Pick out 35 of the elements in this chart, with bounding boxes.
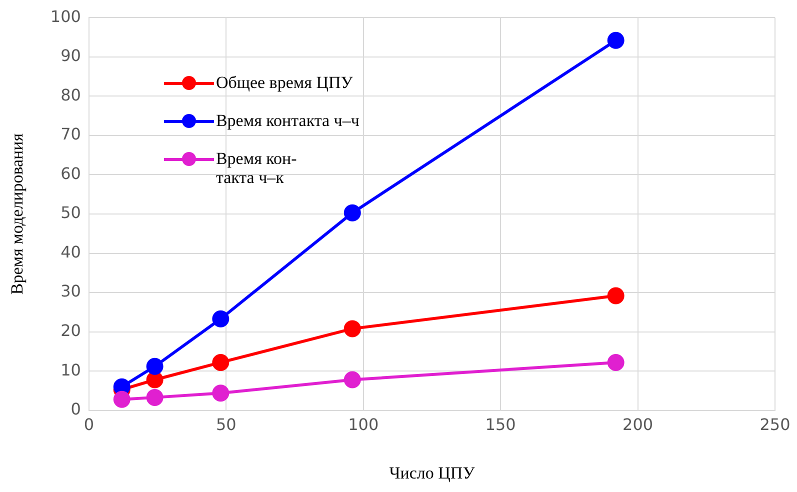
point	[607, 354, 624, 371]
legend-label: Время контакта ч–ч	[216, 110, 360, 130]
y-axis-title: Время моделирования	[8, 133, 27, 295]
point	[146, 358, 164, 375]
y-tick-label: 50	[60, 203, 81, 222]
point	[212, 310, 230, 328]
x-tick-label: 0	[84, 415, 94, 434]
y-tick-label: 10	[60, 360, 81, 380]
x-tick-label: 200	[622, 415, 654, 434]
y-tick-label: 80	[60, 85, 81, 104]
point	[607, 32, 624, 49]
point	[146, 371, 164, 388]
y-tick-label: 40	[60, 242, 81, 262]
x-tick-label: 100	[348, 415, 379, 434]
y-tick-label: 0	[70, 400, 81, 419]
point	[113, 390, 130, 408]
point	[344, 371, 361, 388]
x-axis-title: Число ЦПУ	[389, 463, 476, 482]
legend-label: Общее время ЦПУ	[216, 72, 353, 92]
point	[212, 354, 230, 371]
y-tick-label: 60	[60, 164, 81, 183]
x-tick-label: 150	[485, 415, 516, 434]
y-tick-label: 20	[60, 320, 81, 340]
y-tick-label: 70	[60, 124, 81, 144]
point	[146, 388, 164, 406]
x-tick-label: 50	[216, 415, 236, 434]
point	[607, 287, 624, 304]
point	[344, 320, 361, 338]
point	[344, 204, 361, 222]
point	[212, 384, 230, 402]
y-tick-label: 30	[60, 282, 81, 301]
y-tick-label: 100	[50, 6, 81, 26]
legend-label: Время кон- такта ч–к	[216, 148, 297, 187]
x-tick-label: 250	[760, 415, 790, 434]
y-tick-label: 90	[60, 46, 81, 66]
